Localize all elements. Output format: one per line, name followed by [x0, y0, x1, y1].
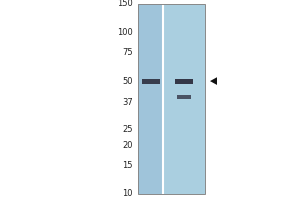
Text: 100: 100 — [117, 28, 133, 37]
Text: 75: 75 — [122, 48, 133, 57]
Bar — [177, 95, 191, 99]
Text: 25: 25 — [122, 125, 133, 134]
Text: 50: 50 — [122, 77, 133, 86]
Bar — [138, 4, 205, 194]
Text: 150: 150 — [117, 0, 133, 8]
Bar — [138, 4, 163, 194]
Bar — [142, 79, 160, 84]
Text: 20: 20 — [122, 141, 133, 150]
Text: 10: 10 — [122, 190, 133, 198]
Text: 37: 37 — [122, 98, 133, 107]
Bar — [175, 79, 193, 84]
Polygon shape — [210, 77, 217, 85]
Bar — [163, 4, 205, 194]
Text: 15: 15 — [122, 161, 133, 170]
